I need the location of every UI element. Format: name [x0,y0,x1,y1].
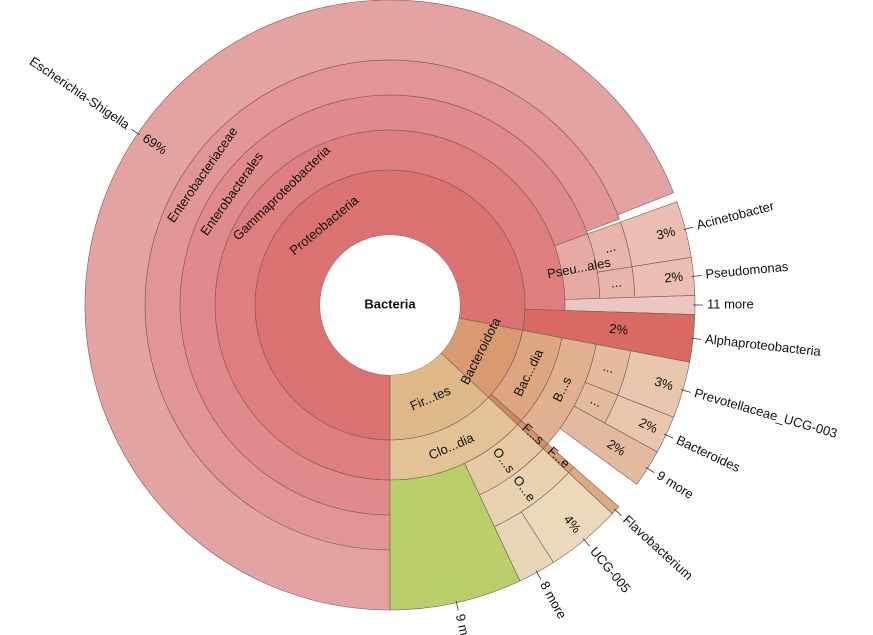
percent-label: 2% [664,269,685,286]
leader-line [535,570,542,580]
percent-label: 3% [655,223,677,242]
node-label: ... [610,275,622,291]
wedge [389,462,521,611]
leaf-label: 8 more [537,579,570,622]
leader-line [130,128,140,136]
leaf-label: UCG-005 [587,544,634,596]
leaf-label: Flavobacterium [620,512,696,583]
leaf-label: 11 more [707,296,754,311]
leaf-label: 9 more [654,468,696,502]
wedge [84,0,674,611]
leader-line [645,467,655,474]
node-label: ... [601,359,616,376]
leaf-label: Bacteroides [674,432,743,475]
leaf-label: Alphaproteobacteria [704,331,822,359]
leader-line [613,508,622,516]
percent-label: 3% [653,374,676,394]
leaf-label: Pseudomonas [705,259,790,282]
leader-line [680,389,691,393]
leaf-label: Acinetobacter [695,198,776,232]
node-label: ... [603,239,617,256]
leader-line [582,538,590,547]
leader-line [663,433,674,439]
center-label: Bacteria [364,296,416,311]
leader-line [691,337,702,340]
leader-line [683,226,694,231]
leaf-label: Prevotellaceae_UCG-003 [693,385,839,441]
wedge [559,405,658,485]
center-hole [320,235,460,375]
leader-line [691,275,702,277]
percent-label: 2% [637,415,661,437]
leaf-label: Escherichia-Shigella [27,54,133,133]
percent-label: 2% [609,321,630,338]
leader-line [455,600,459,611]
leaf-label: 9 more [453,612,476,635]
